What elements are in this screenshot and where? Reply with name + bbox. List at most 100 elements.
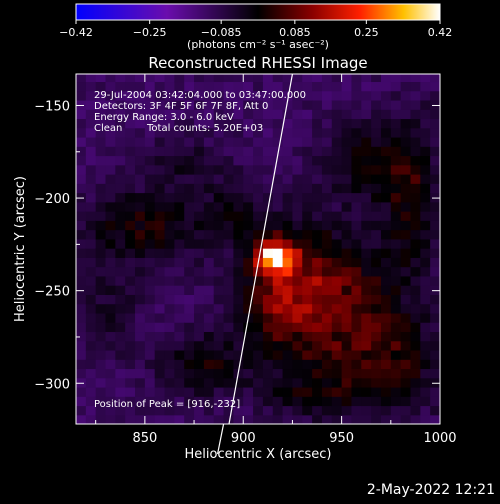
- heatmap-cell: [272, 257, 284, 268]
- heatmap-cell: [194, 248, 205, 258]
- heatmap-cell: [302, 322, 313, 333]
- heatmap-cell: [144, 257, 156, 268]
- heatmap-cell: [400, 414, 412, 424]
- heatmap-cell: [243, 118, 254, 129]
- heatmap-cell: [341, 257, 353, 268]
- heatmap-cell: [282, 99, 294, 110]
- heatmap-cell: [85, 405, 97, 416]
- heatmap-cell: [194, 211, 205, 221]
- heatmap-cell: [341, 377, 353, 388]
- heatmap-cell: [164, 349, 175, 360]
- heatmap-cell: [174, 127, 185, 138]
- heatmap-cell: [223, 368, 235, 379]
- heatmap-cell: [361, 275, 372, 286]
- heatmap-cell: [371, 192, 382, 203]
- heatmap-cell: [174, 285, 185, 295]
- heatmap-cell: [233, 211, 244, 221]
- heatmap-cell: [321, 109, 333, 120]
- heatmap-cell: [95, 74, 107, 83]
- heatmap-cell: [115, 303, 126, 314]
- heatmap-cell: [331, 331, 343, 342]
- heatmap-cell: [331, 368, 343, 379]
- heatmap-cell: [125, 99, 136, 110]
- heatmap-cell: [233, 294, 244, 305]
- heatmap-cell: [282, 211, 294, 221]
- heatmap-cell: [312, 331, 323, 342]
- heatmap-cell: [430, 90, 440, 101]
- heatmap-cell: [164, 386, 175, 397]
- heatmap-cell: [262, 90, 274, 101]
- heatmap-cell: [115, 294, 126, 305]
- heatmap-cell: [154, 322, 166, 333]
- heatmap-cell: [390, 220, 402, 231]
- heatmap-cell: [341, 340, 353, 351]
- heatmap-cell: [253, 331, 264, 342]
- heatmap-cell: [321, 211, 333, 221]
- heatmap-cell: [164, 155, 175, 166]
- heatmap-cell: [223, 192, 235, 203]
- heatmap-cell: [341, 183, 353, 194]
- heatmap-cell: [331, 414, 343, 424]
- heatmap-cell: [302, 174, 313, 184]
- heatmap-cell: [144, 183, 156, 194]
- heatmap-cell: [390, 229, 402, 240]
- heatmap-cell: [184, 257, 195, 268]
- heatmap-cell: [312, 405, 323, 416]
- heatmap-cell: [213, 248, 225, 258]
- heatmap-cell: [174, 275, 185, 286]
- heatmap-cell: [420, 322, 431, 333]
- heatmap-cell: [282, 201, 294, 212]
- heatmap-cell: [361, 174, 372, 184]
- heatmap-cell: [154, 146, 166, 157]
- heatmap-cell: [312, 322, 323, 333]
- heatmap-cell: [76, 81, 87, 92]
- heatmap-cell: [321, 303, 333, 314]
- heatmap-cell: [292, 405, 303, 416]
- heatmap-cell: [312, 155, 323, 166]
- heatmap-cell: [85, 322, 97, 333]
- heatmap-cell: [184, 405, 195, 416]
- heatmap-cell: [282, 405, 294, 416]
- heatmap-cell: [76, 211, 87, 221]
- heatmap-cell: [144, 99, 156, 110]
- heatmap-cell: [243, 183, 254, 194]
- heatmap-cell: [420, 146, 431, 157]
- heatmap-cell: [351, 174, 362, 184]
- heatmap-cell: [292, 201, 303, 212]
- heatmap-cell: [400, 99, 412, 110]
- heatmap-cell: [135, 192, 146, 203]
- heatmap-cell: [430, 174, 440, 184]
- heatmap-cell: [135, 90, 146, 101]
- heatmap-cell: [410, 229, 421, 240]
- heatmap-cell: [144, 211, 156, 221]
- heatmap-cell: [233, 322, 244, 333]
- heatmap-cell: [125, 220, 136, 231]
- heatmap-cell: [233, 340, 244, 351]
- heatmap-cell: [144, 340, 156, 351]
- heatmap-cell: [430, 322, 440, 333]
- heatmap-cell: [135, 164, 146, 175]
- heatmap-cell: [95, 229, 107, 240]
- heatmap-cell: [430, 275, 440, 286]
- heatmap-cell: [203, 90, 215, 101]
- heatmap-cell: [253, 164, 264, 175]
- heatmap-cell: [380, 396, 392, 407]
- heatmap-cell: [292, 183, 303, 194]
- heatmap-cell: [154, 164, 166, 175]
- heatmap-cell: [243, 238, 254, 249]
- heatmap-cell: [292, 238, 303, 249]
- heatmap-cell: [223, 109, 235, 120]
- heatmap-cell: [213, 331, 225, 342]
- heatmap-cell: [213, 285, 225, 295]
- heatmap-cell: [331, 340, 343, 351]
- heatmap-cell: [420, 109, 431, 120]
- heatmap-cell: [341, 285, 353, 295]
- heatmap-cell: [243, 294, 254, 305]
- annotation-counts: Total counts: 5.20E+03: [146, 123, 263, 134]
- heatmap-cell: [95, 257, 107, 268]
- heatmap-cell: [76, 359, 87, 370]
- heatmap-cell: [115, 285, 126, 295]
- heatmap-cell: [76, 238, 87, 249]
- heatmap-cell: [262, 359, 274, 370]
- colorbar: [75, 3, 441, 21]
